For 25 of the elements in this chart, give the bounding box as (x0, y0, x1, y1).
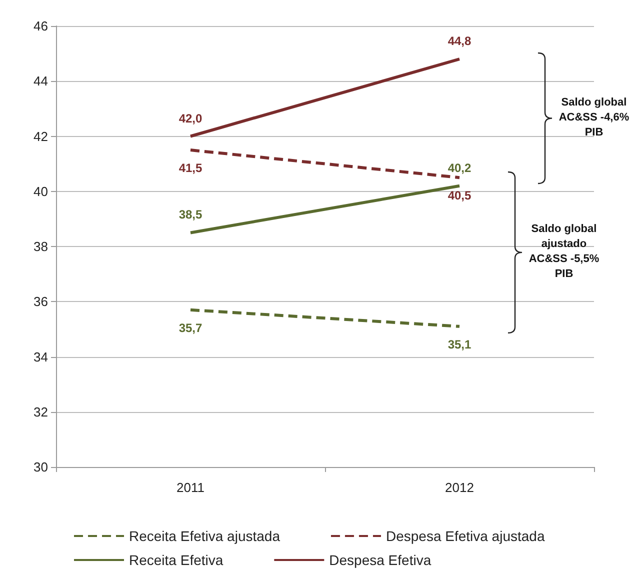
x-tick-label: 2011 (176, 480, 204, 495)
data-label: 40,5 (448, 188, 472, 203)
legend-label: Receita Efetiva ajustada (129, 528, 280, 544)
data-label: 38,5 (178, 208, 202, 222)
y-tick-label: 38 (34, 239, 48, 254)
data-label: 35,1 (448, 337, 472, 352)
data-label: 41,5 (178, 161, 202, 176)
data-label: 42,0 (178, 111, 202, 126)
y-tick-label: 30 (34, 460, 48, 474)
y-tick-label: 46 (34, 18, 48, 34)
legend-label: Despesa Efetiva (329, 552, 432, 568)
y-tick-label: 34 (34, 349, 48, 364)
annotation: Saldo global AC&SS -4,6% PIB (558, 96, 630, 141)
y-tick-label: 40 (34, 184, 48, 199)
annotation: Saldo global ajustado AC&SS -5,5% PIB (528, 222, 600, 282)
data-label: 40,2 (448, 160, 472, 175)
y-tick-label: 44 (34, 74, 48, 89)
x-tick-label: 2012 (445, 480, 474, 495)
y-tick-label: 42 (34, 128, 48, 144)
legend-label: Receita Efetiva (129, 552, 224, 568)
data-label: 44,8 (448, 34, 472, 48)
data-label: 35,7 (178, 320, 202, 335)
y-tick-label: 32 (34, 404, 48, 420)
y-tick-label: 36 (34, 294, 48, 310)
legend-label: Despesa Efetiva ajustada (386, 528, 545, 544)
